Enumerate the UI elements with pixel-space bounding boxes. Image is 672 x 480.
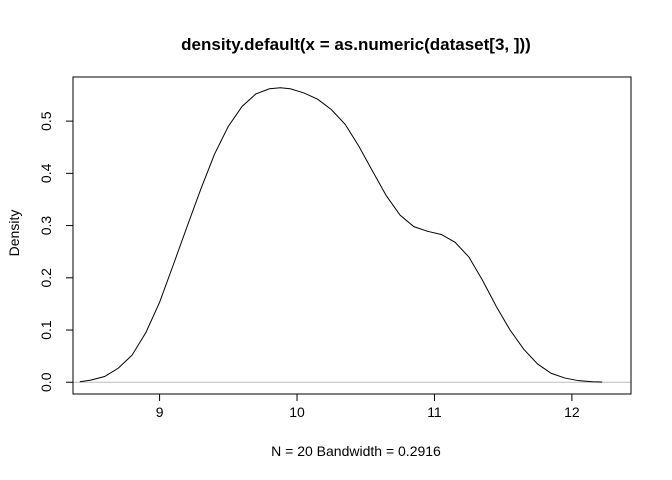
plot-frame [72, 76, 632, 395]
density-curve [79, 87, 603, 383]
chart-title: density.default(x = as.numeric(dataset[3… [181, 35, 531, 54]
y-axis: 0.0 0.1 0.2 0.3 0.4 0.5 [38, 111, 74, 392]
x-axis-label: N = 20 Bandwidth = 0.2916 [271, 443, 441, 459]
x-tick-label: 11 [427, 404, 442, 420]
y-tick-label: 0.0 [38, 372, 54, 392]
y-tick-label: 0.2 [38, 268, 54, 288]
y-tick-label: 0.5 [38, 111, 54, 131]
y-tick-label: 0.1 [38, 320, 54, 340]
x-tick-label: 9 [156, 404, 164, 420]
x-axis: 9 10 11 12 [156, 393, 580, 420]
y-axis-label: Density [6, 210, 22, 257]
x-tick-label: 10 [289, 404, 305, 420]
x-tick-label: 12 [564, 404, 580, 420]
y-tick-label: 0.3 [38, 216, 54, 236]
y-tick-label: 0.4 [38, 163, 54, 183]
